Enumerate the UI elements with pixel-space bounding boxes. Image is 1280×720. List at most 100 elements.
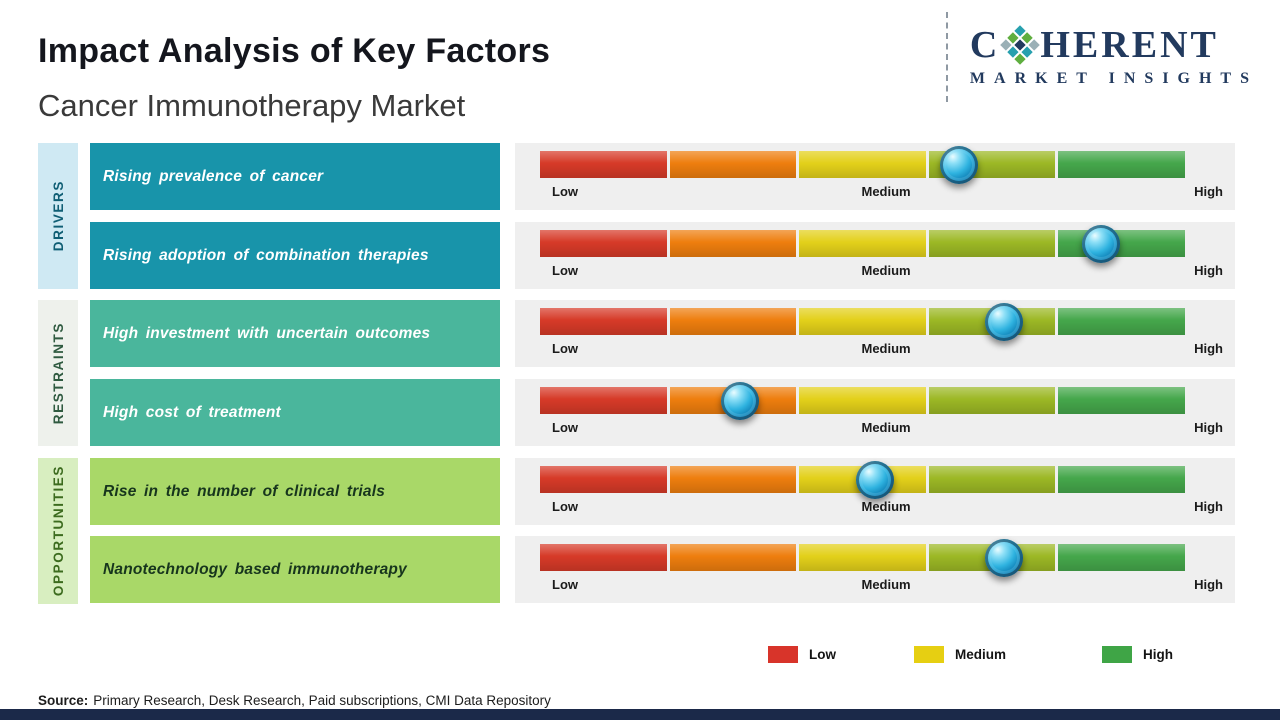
- factor-label-box: Rise in the number of clinical trials: [90, 458, 500, 525]
- impact-track: Low Medium High: [515, 458, 1235, 525]
- factor-label-box: High investment with uncertain outcomes: [90, 300, 500, 367]
- bar-segment: [799, 308, 926, 335]
- scale-medium-label: Medium: [861, 263, 911, 278]
- bar-segment: [669, 151, 797, 178]
- bar-segment: [669, 308, 797, 335]
- impact-bar: [540, 460, 1185, 499]
- legend-swatch-high: [1102, 646, 1132, 663]
- factor-label-box: High cost of treatment: [90, 379, 500, 446]
- factor-row: Nanotechnology based immunotherapy Low M…: [0, 536, 1280, 603]
- bar-segment: [669, 466, 797, 493]
- impact-bar: [540, 538, 1185, 577]
- bar-segment: [540, 387, 667, 414]
- source-text: Primary Research, Desk Research, Paid su…: [93, 693, 551, 708]
- impact-marker[interactable]: [856, 460, 895, 499]
- legend-item-medium: Medium: [914, 646, 1006, 663]
- factor-label: Rising adoption of combination therapies: [103, 246, 429, 264]
- factor-row: Rising adoption of combination therapies…: [0, 222, 1280, 289]
- bar-segment: [1058, 308, 1185, 335]
- diamond-mosaic-icon: [1000, 25, 1041, 65]
- scale-low-label: Low: [552, 577, 578, 592]
- factor-label: High investment with uncertain outcomes: [103, 324, 431, 342]
- bar-segment: [540, 308, 667, 335]
- scale-high-label: High: [1194, 499, 1223, 514]
- scale-labels: Low Medium High: [552, 184, 1223, 199]
- legend-swatch-low: [768, 646, 798, 663]
- impact-marker[interactable]: [985, 302, 1024, 341]
- impact-marker[interactable]: [1082, 224, 1121, 263]
- legend-label-high: High: [1143, 647, 1173, 662]
- scale-high-label: High: [1194, 184, 1223, 199]
- page-title: Impact Analysis of Key Factors: [38, 32, 551, 70]
- impact-marker[interactable]: [720, 381, 759, 420]
- bar-segment: [1058, 230, 1185, 257]
- bar-segment: [669, 544, 797, 571]
- bar-segment: [540, 466, 667, 493]
- impact-marker[interactable]: [940, 145, 979, 184]
- factor-row: High cost of treatment Low Medium High: [0, 379, 1280, 446]
- scale-labels: Low Medium High: [552, 577, 1223, 592]
- group-label-opportunities: OPPORTUNITIES: [38, 458, 78, 604]
- impact-bar: [540, 224, 1185, 263]
- scale-labels: Low Medium High: [552, 499, 1223, 514]
- bar-segment: [1058, 466, 1185, 493]
- impact-marker[interactable]: [985, 538, 1024, 577]
- bar-segment: [540, 544, 667, 571]
- scale-labels: Low Medium High: [552, 341, 1223, 356]
- scale-medium-label: Medium: [861, 499, 911, 514]
- factor-label: Nanotechnology based immunotherapy: [103, 560, 407, 578]
- factor-label-box: Nanotechnology based immunotherapy: [90, 536, 500, 603]
- source-line: Source: Primary Research, Desk Research, …: [38, 693, 551, 708]
- scale-high-label: High: [1194, 577, 1223, 592]
- brand-logo: C HERENT MARKET INSIGHTS: [969, 24, 1258, 88]
- bar-segment: [540, 151, 667, 178]
- scale-low-label: Low: [552, 184, 578, 199]
- impact-track: Low Medium High: [515, 379, 1235, 446]
- scale-low-label: Low: [552, 420, 578, 435]
- factor-label: Rise in the number of clinical trials: [103, 482, 386, 500]
- bar-segment: [799, 387, 926, 414]
- bar-segment: [669, 230, 797, 257]
- brand-logo-tagline: MARKET INSIGHTS: [969, 70, 1258, 87]
- scale-labels: Low Medium High: [552, 420, 1223, 435]
- scale-low-label: Low: [552, 499, 578, 514]
- scale-medium-label: Medium: [861, 184, 911, 199]
- legend-label-low: Low: [809, 647, 836, 662]
- logo-text-after: HERENT: [1040, 24, 1219, 66]
- impact-bar: [540, 302, 1185, 341]
- factor-label: Rising prevalence of cancer: [103, 167, 324, 185]
- legend-item-high: High: [1102, 646, 1173, 663]
- group-label-drivers: DRIVERS: [38, 143, 78, 289]
- scale-high-label: High: [1194, 263, 1223, 278]
- scale-high-label: High: [1194, 420, 1223, 435]
- scale-labels: Low Medium High: [552, 263, 1223, 278]
- scale-high-label: High: [1194, 341, 1223, 356]
- bar-segment: [799, 544, 926, 571]
- factor-row: Rise in the number of clinical trials Lo…: [0, 458, 1280, 525]
- bar-segment: [799, 230, 926, 257]
- factor-label: High cost of treatment: [103, 403, 281, 421]
- impact-track: Low Medium High: [515, 536, 1235, 603]
- source-label: Source:: [38, 693, 89, 708]
- group-label-restraints: RESTRAINTS: [38, 300, 78, 446]
- footer-accent-bar: [0, 709, 1280, 720]
- factor-label-box: Rising prevalence of cancer: [90, 143, 500, 210]
- impact-bar: [540, 381, 1185, 420]
- legend-swatch-medium: [914, 646, 944, 663]
- scale-medium-label: Medium: [861, 420, 911, 435]
- impact-track: Low Medium High: [515, 222, 1235, 289]
- scale-medium-label: Medium: [861, 341, 911, 356]
- legend-label-medium: Medium: [955, 647, 1007, 662]
- scale-medium-label: Medium: [861, 577, 911, 592]
- bar-segment: [928, 466, 1056, 493]
- factor-label-box: Rising adoption of combination therapies: [90, 222, 500, 289]
- logo-text-before: C: [969, 24, 1001, 66]
- factor-row: High investment with uncertain outcomes …: [0, 300, 1280, 367]
- bar-segment: [1058, 387, 1185, 414]
- scale-low-label: Low: [552, 341, 578, 356]
- legend-item-low: Low: [768, 646, 836, 663]
- impact-track: Low Medium High: [515, 300, 1235, 367]
- factor-row: Rising prevalence of cancer Low Medium H…: [0, 143, 1280, 210]
- dashed-divider: [946, 12, 948, 102]
